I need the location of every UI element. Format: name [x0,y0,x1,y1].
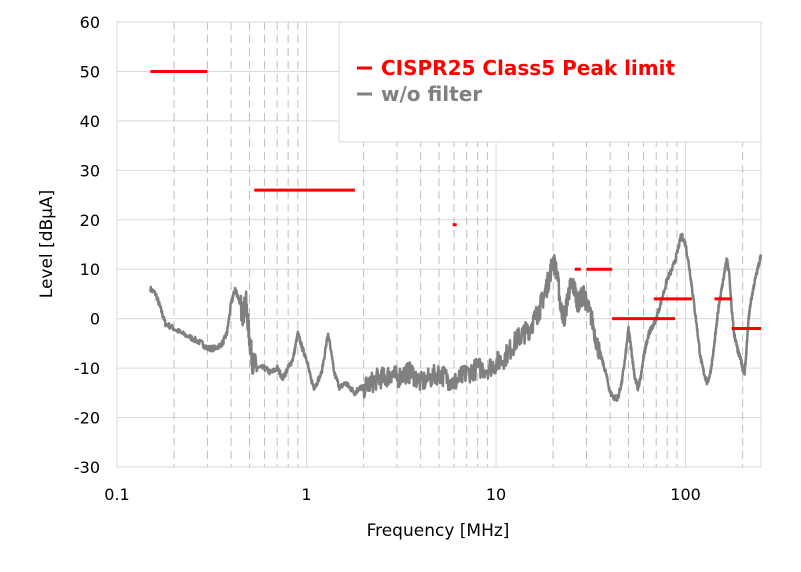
x-tick-label: 100 [670,485,701,504]
y-tick-label: 10 [80,260,100,279]
legend-box [338,21,762,143]
legend-label-wo-filter: w/o filter [381,82,482,106]
x-axis-title: Frequency [MHz] [367,521,510,541]
y-tick-label: 50 [80,62,100,81]
y-tick-label: 30 [80,161,100,180]
series [149,69,763,402]
x-tick-labels: 0.1 1 10 100 [104,485,701,504]
y-tick-label: 0 [90,310,100,329]
y-tick-label: 40 [80,112,100,131]
y-tick-label: 60 [80,13,100,32]
y-tick-labels: -30 -20 -10 0 10 20 30 40 50 60 [74,13,100,477]
legend: CISPR25 Class5 Peak limit w/o filter [338,21,762,143]
x-tick-label: 10 [486,485,506,504]
y-tick-label: -10 [74,359,100,378]
x-tick-label: 0.1 [104,485,129,504]
legend-label-limit: CISPR25 Class5 Peak limit [381,56,675,80]
y-axis-title: Level [dBμA] [37,190,57,298]
series-line-wo-filter [149,232,763,402]
y-tick-label: -30 [74,458,100,477]
y-tick-label: 20 [80,211,100,230]
x-tick-label: 1 [301,485,311,504]
y-tick-label: -20 [74,409,100,428]
